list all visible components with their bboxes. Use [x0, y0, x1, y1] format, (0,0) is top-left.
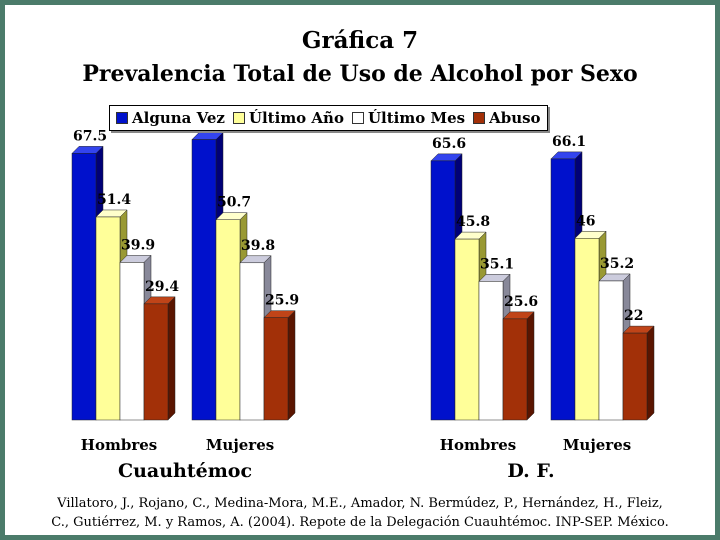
bar-cuauhtemoc-mujeres-abuso [263, 317, 289, 421]
slide: Gráfica 7 Prevalencia Total de Uso de Al… [5, 5, 715, 535]
data-label-d-f-hombres-abuso: 25.6 [504, 294, 538, 310]
data-label-cuauhtemoc-mujeres-abuso: 25.9 [265, 293, 299, 309]
bar-d-f-hombres-ultimo-mes [478, 281, 504, 421]
data-label-d-f-hombres-ultimo-mes: 35.1 [480, 256, 514, 272]
chart-legend: Alguna Vez Último Año Último Mes Abuso [109, 105, 548, 131]
chart-title: Gráfica 7 [301, 27, 419, 54]
data-label-d-f-mujeres-abuso: 22 [624, 308, 643, 324]
citation-line-2: C., Gutiérrez, M. y Ramos, A. (2004). Re… [51, 515, 669, 530]
group-label-cuauhtemoc: Cuauhtémoc [118, 460, 252, 482]
data-label-cuauhtemoc-hombres-ultimo-ano: 51.4 [97, 192, 131, 208]
bar-d-f-hombres-abuso [502, 318, 528, 421]
bar-cuauhtemoc-mujeres-ultimo-mes [239, 262, 265, 421]
bar-cuauhtemoc-hombres-abuso [143, 303, 169, 421]
legend-label-ultimo-mes: Último Mes [367, 109, 466, 127]
bar-side-cuauhtemoc-hombres-abuso [167, 296, 176, 421]
legend-label-alguna-vez: Alguna Vez [132, 109, 225, 127]
data-label-cuauhtemoc-hombres-abuso: 29.4 [145, 279, 179, 295]
bar-cuauhtemoc-hombres-alguna-vez [71, 153, 97, 421]
bar-d-f-mujeres-ultimo-ano [574, 238, 600, 421]
data-label-d-f-hombres-alguna-vez: 65.6 [432, 136, 466, 152]
data-label-cuauhtemoc-hombres-ultimo-mes: 39.9 [121, 237, 155, 253]
bar-cuauhtemoc-mujeres-alguna-vez [191, 139, 217, 421]
legend-swatch-abuso [473, 112, 486, 124]
data-label-cuauhtemoc-mujeres-ultimo-ano: 50.7 [217, 195, 251, 211]
legend-swatch-alguna-vez [116, 112, 128, 124]
category-label-cuauhtemoc-mujeres: Mujeres [206, 436, 274, 454]
legend-swatch-ultimo-mes [351, 112, 364, 124]
bar-d-f-mujeres-alguna-vez [550, 158, 576, 421]
legend-label-abuso: Abuso [489, 109, 541, 127]
bar-side-d-f-hombres-abuso [526, 311, 535, 421]
bar-d-f-mujeres-abuso [622, 332, 648, 421]
data-label-d-f-mujeres-ultimo-ano: 46 [576, 213, 595, 229]
legend-item-ultimo-mes: Último Mes [351, 109, 466, 127]
category-label-cuauhtemoc-hombres: Hombres [81, 436, 157, 454]
data-label-d-f-mujeres-alguna-vez: 66.1 [552, 134, 586, 150]
data-label-cuauhtemoc-mujeres-ultimo-mes: 39.8 [241, 238, 275, 254]
bar-side-cuauhtemoc-mujeres-abuso [287, 310, 296, 421]
legend-item-ultimo-ano: Último Año [232, 109, 344, 127]
category-label-d-f-hombres: Hombres [440, 436, 516, 454]
bar-d-f-hombres-alguna-vez [430, 160, 456, 421]
bar-d-f-mujeres-ultimo-mes [598, 280, 624, 421]
data-label-d-f-hombres-ultimo-ano: 45.8 [456, 214, 490, 230]
group-label-d-f: D. F. [507, 460, 554, 482]
legend-label-ultimo-ano: Último Año [248, 109, 344, 127]
bar-chart: 67.551.439.929.4Hombres7150.739.825.9Muj… [71, 115, 655, 482]
data-label-cuauhtemoc-hombres-alguna-vez: 67.5 [73, 128, 107, 144]
legend-swatch-ultimo-ano [232, 112, 245, 124]
data-label-d-f-mujeres-ultimo-mes: 35.2 [600, 256, 634, 272]
bar-side-d-f-mujeres-abuso [646, 325, 655, 421]
category-label-d-f-mujeres: Mujeres [563, 436, 631, 454]
bar-cuauhtemoc-hombres-ultimo-ano [95, 216, 121, 421]
bar-cuauhtemoc-hombres-ultimo-mes [119, 262, 145, 421]
legend-item-abuso: Abuso [473, 109, 541, 127]
chart-subtitle: Prevalencia Total de Uso de Alcohol por … [82, 61, 638, 87]
bar-cuauhtemoc-mujeres-ultimo-ano [215, 219, 241, 421]
citation-line-1: Villatoro, J., Rojano, C., Medina-Mora, … [57, 496, 663, 511]
bar-d-f-hombres-ultimo-ano [454, 238, 480, 421]
legend-item-alguna-vez: Alguna Vez [116, 109, 225, 127]
